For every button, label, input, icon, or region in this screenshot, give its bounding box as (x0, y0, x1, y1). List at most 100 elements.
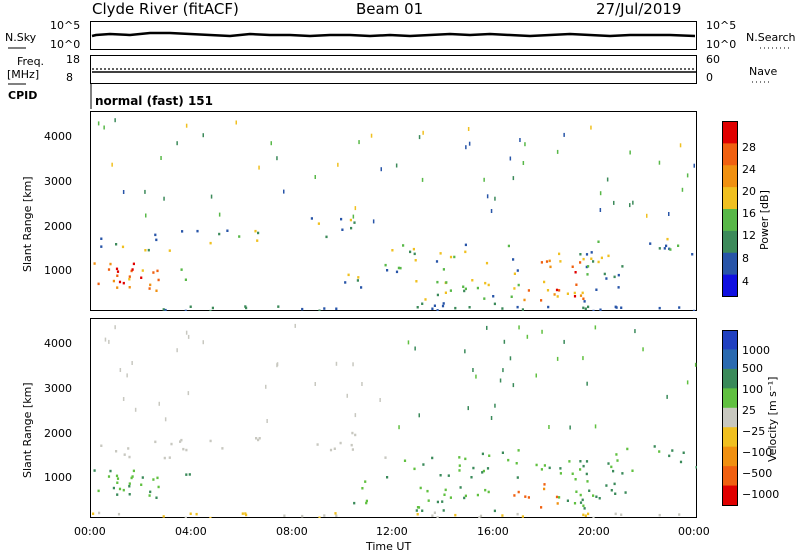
echo-cell (257, 438, 260, 442)
colorbar-swatch (722, 164, 738, 188)
echo-cell (526, 334, 529, 339)
power-colorbar (722, 121, 738, 297)
echo-cell (615, 306, 618, 309)
echo-cell (573, 291, 576, 295)
echo-cell (353, 221, 356, 224)
echo-cell (141, 269, 144, 272)
echo-cell (245, 306, 248, 310)
echo-cell (283, 514, 286, 517)
echo-cell (582, 356, 584, 361)
colorbar-swatch (722, 349, 738, 370)
echo-cell (391, 249, 394, 252)
echo-cell (132, 469, 135, 473)
echo-cell (563, 339, 565, 344)
echo-cell (549, 265, 552, 269)
echo-cell (184, 309, 187, 311)
echo-cell (512, 383, 515, 388)
echo-cell (128, 493, 131, 496)
echo-cell (607, 462, 610, 465)
echo-cell (168, 456, 171, 459)
echo-cell (585, 253, 589, 256)
power-cbar-tick: 4 (742, 275, 749, 288)
echo-cell (595, 495, 598, 498)
echo-cell (595, 288, 598, 291)
echo-cell (244, 305, 247, 308)
echo-cell (617, 273, 620, 277)
echo-cell (543, 487, 546, 491)
freq-tick-low: 8 (66, 71, 73, 84)
echo-cell (415, 509, 418, 512)
echo-cell (431, 307, 434, 310)
echo-cell (590, 257, 593, 260)
velocity-ytick: 2000 (44, 427, 72, 440)
echo-cell (624, 491, 627, 494)
echo-cell (555, 495, 559, 499)
echo-cell (468, 141, 471, 146)
echo-cell (458, 464, 461, 467)
echo-cell (436, 516, 439, 518)
velocity-cbar-tick: 25 (742, 404, 756, 417)
velocity-colorbar-swatches (722, 330, 738, 506)
echo-cell (182, 447, 185, 451)
echo-cell (484, 281, 487, 285)
echo-cell (365, 501, 368, 505)
echo-cell (563, 132, 565, 137)
echo-cell (610, 465, 613, 469)
echo-cell (436, 309, 439, 311)
echo-cell (439, 474, 442, 477)
colorbar-swatch (722, 274, 738, 297)
echo-cell (548, 259, 551, 263)
colorbar-swatch (722, 485, 738, 506)
echo-cell (571, 265, 574, 268)
echo-cell (444, 488, 447, 492)
power-cbar-tick: 28 (742, 141, 756, 154)
echo-cell (314, 175, 316, 179)
echo-cell (414, 259, 417, 262)
echo-cell (540, 506, 543, 509)
power-marks (93, 118, 696, 311)
echo-cell (574, 478, 577, 481)
echo-cell (513, 494, 516, 497)
echo-cell (163, 196, 165, 201)
echo-cell (501, 514, 504, 517)
station-title: Clyde River (fitACF) (92, 0, 239, 18)
echo-cell (380, 167, 382, 172)
echo-cell (493, 302, 496, 306)
echo-cell (682, 451, 685, 454)
echo-cell (365, 499, 368, 503)
echo-cell (107, 475, 111, 478)
echo-cell (653, 445, 656, 448)
echo-cell (209, 516, 212, 518)
echo-cell (188, 473, 191, 476)
echo-cell (152, 478, 155, 481)
echo-cell (257, 231, 260, 235)
nsearch-tick-high: 10^5 (706, 19, 737, 32)
echo-cell (509, 156, 512, 161)
echo-cell (587, 265, 590, 268)
echo-cell (364, 480, 367, 483)
echo-cell (573, 295, 577, 298)
echo-cell (599, 208, 602, 212)
echo-cell (442, 268, 445, 271)
echo-cell (472, 466, 475, 470)
echo-cell (160, 156, 162, 160)
echo-cell (454, 513, 457, 517)
echo-cell (386, 476, 389, 479)
echo-cell (663, 247, 666, 250)
freq-label: Freq. (17, 55, 45, 68)
echo-cell (118, 280, 122, 284)
velocity-ytick: 4000 (44, 337, 72, 350)
echo-cell (92, 512, 95, 515)
echo-cell (569, 425, 571, 430)
echo-cell (524, 495, 527, 498)
echo-cell (592, 516, 595, 518)
echo-cell (117, 512, 121, 516)
echo-cell (691, 253, 694, 256)
velocity-cbar-tick: −100 (742, 446, 773, 459)
echo-cell (512, 176, 515, 181)
echo-cell (658, 513, 661, 517)
echo-cell (503, 339, 506, 344)
echo-cell (585, 472, 588, 476)
x-axis-label: Time UT (366, 540, 412, 553)
